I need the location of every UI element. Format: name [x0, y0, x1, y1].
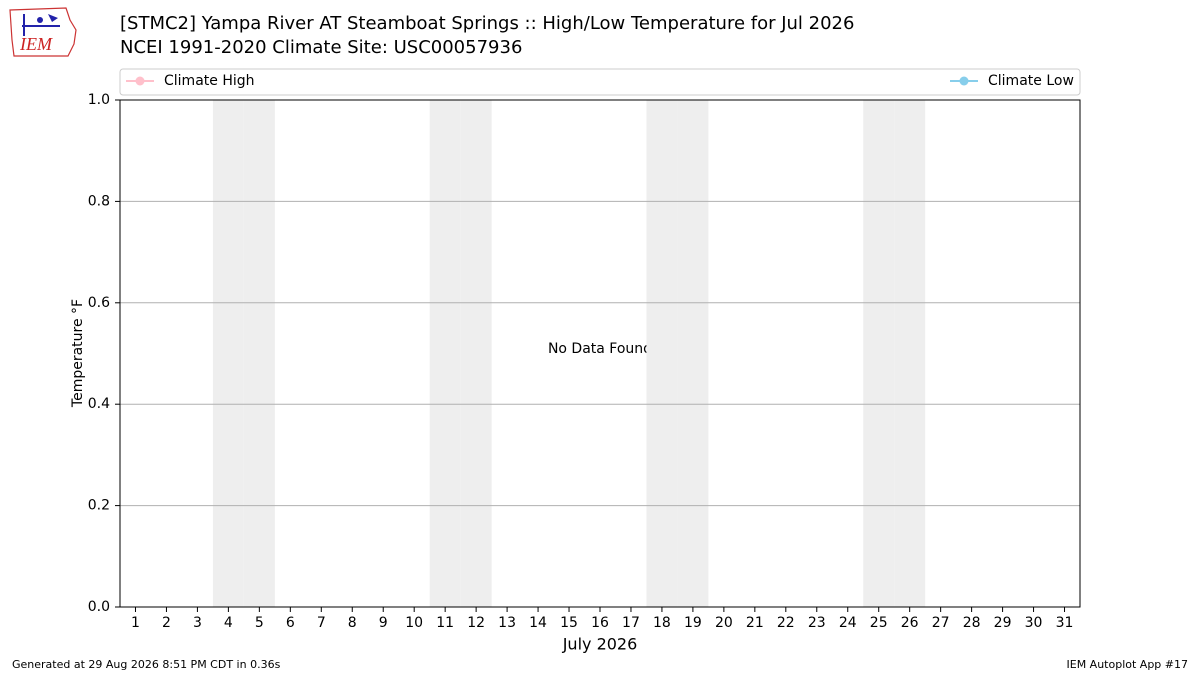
y-axis-label: Temperature °F	[70, 299, 86, 408]
x-tick-label: 23	[808, 615, 826, 631]
x-tick-label: 6	[286, 615, 295, 631]
x-tick-label: 22	[777, 615, 795, 631]
x-tick-label: 12	[467, 615, 485, 631]
x-tick-label: 2	[162, 615, 171, 631]
x-tick-label: 31	[1056, 615, 1074, 631]
y-tick-label: 0.4	[88, 396, 110, 412]
shaded-day	[863, 100, 895, 607]
x-tick-label: 14	[529, 615, 547, 631]
y-tick-label: 0.8	[88, 193, 110, 209]
legend-marker	[959, 76, 969, 86]
shaded-day	[894, 100, 926, 607]
chart-subtitle: NCEI 1991-2020 Climate Site: USC00057936	[120, 37, 522, 58]
y-tick-label: 0.2	[88, 498, 110, 514]
y-tick-label: 0.6	[88, 295, 110, 311]
x-tick-label: 17	[622, 615, 640, 631]
shaded-day	[677, 100, 709, 607]
x-tick-label: 5	[255, 615, 264, 631]
x-tick-label: 24	[839, 615, 857, 631]
x-tick-label: 19	[684, 615, 702, 631]
shaded-day	[646, 100, 678, 607]
shaded-day	[429, 100, 461, 607]
legend-box	[119, 68, 1081, 96]
legend-label: Climate Low	[988, 73, 1074, 89]
legend-label: Climate High	[164, 73, 255, 89]
x-tick-label: 18	[653, 615, 671, 631]
shaded-day	[212, 100, 244, 607]
x-axis-label: July 2026	[562, 635, 638, 654]
x-tick-label: 28	[963, 615, 981, 631]
x-tick-label: 8	[348, 615, 357, 631]
x-tick-label: 9	[379, 615, 388, 631]
annotation: No Data Found	[548, 341, 652, 357]
plot-frame	[119, 99, 1081, 608]
footer-right: IEM Autoplot App #17	[1067, 658, 1189, 671]
chart-title: [STMC2] Yampa River AT Steamboat Springs…	[120, 13, 854, 34]
x-tick-label: 21	[746, 615, 764, 631]
x-tick-label: 7	[317, 615, 326, 631]
legend-marker	[135, 76, 145, 86]
x-tick-label: 26	[901, 615, 919, 631]
x-tick-label: 15	[560, 615, 578, 631]
y-tick-label: 1.0	[88, 92, 110, 108]
shaded-day	[243, 100, 275, 607]
x-tick-label: 1	[131, 615, 140, 631]
y-tick-label: 0.0	[88, 599, 110, 615]
shaded-day	[460, 100, 492, 607]
footer-left: Generated at 29 Aug 2026 8:51 PM CDT in …	[12, 658, 281, 671]
x-tick-label: 16	[591, 615, 609, 631]
x-tick-label: 10	[405, 615, 423, 631]
x-tick-label: 13	[498, 615, 516, 631]
x-tick-label: 25	[870, 615, 888, 631]
x-tick-label: 3	[193, 615, 202, 631]
x-tick-label: 29	[994, 615, 1012, 631]
x-tick-label: 20	[715, 615, 733, 631]
x-tick-label: 11	[436, 615, 454, 631]
logo: IEM	[9, 7, 77, 57]
logo-text: IEM	[19, 34, 53, 54]
x-tick-label: 4	[224, 615, 233, 631]
x-tick-label: 30	[1025, 615, 1043, 631]
x-tick-label: 27	[932, 615, 950, 631]
